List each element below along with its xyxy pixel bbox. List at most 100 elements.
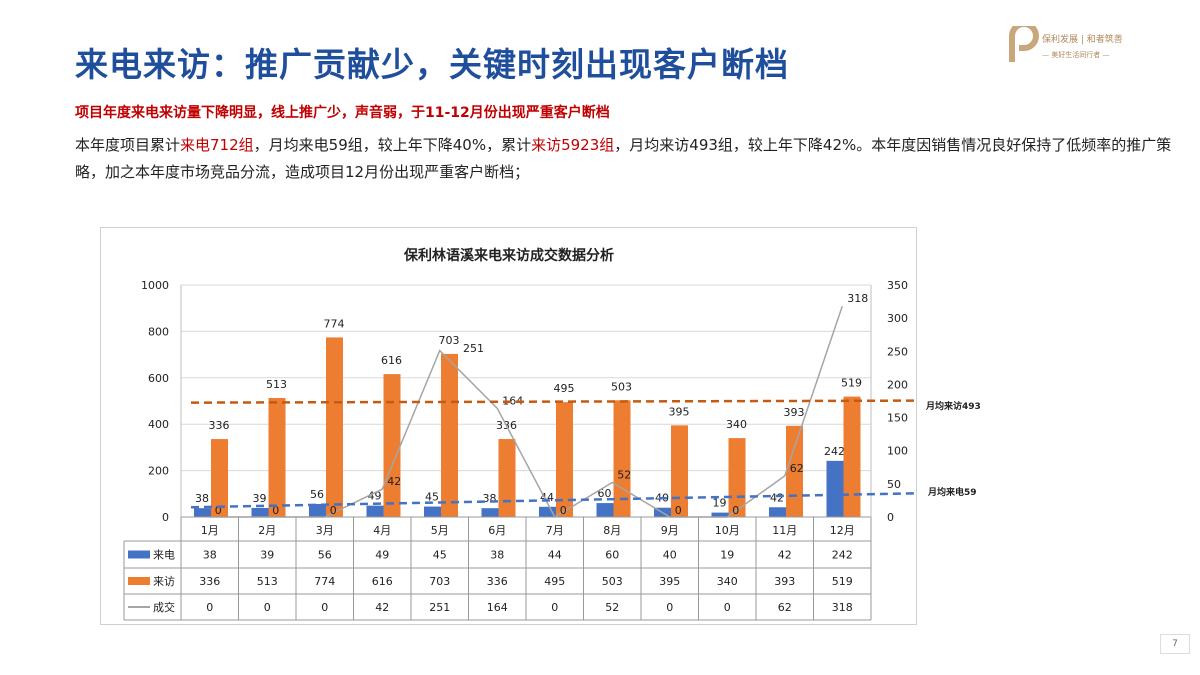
y-right-tick: 300	[887, 312, 908, 325]
calls-label: 45	[425, 491, 439, 504]
table-cell: 62	[778, 601, 792, 614]
visits-bar	[498, 439, 516, 517]
y-right-tick: 50	[887, 478, 901, 491]
table-cell: 513	[257, 575, 278, 588]
avg-visits-line	[190, 399, 917, 404]
calls-bar	[539, 506, 556, 517]
chart-container: 保利林语溪来电来访成交数据分析 0 200 400 600 800 1000 0 50 100 15…	[100, 227, 917, 625]
table-cell: 519	[832, 575, 853, 588]
calls-label: 42	[770, 491, 784, 504]
visits-label: 503	[611, 380, 632, 393]
month-label: 2月	[258, 524, 276, 537]
deals-label: 0	[215, 504, 222, 517]
deals-line	[209, 305, 843, 519]
deals-label: 0	[560, 504, 567, 517]
legend-label: 来访	[153, 575, 175, 588]
deals-label: 0	[732, 504, 739, 517]
visits-bar	[613, 400, 631, 517]
month-label: 9月	[661, 524, 679, 537]
summary-text: 本年度项目累计来电712组，月均来电59组，较上年下降40%，累计来访5923组…	[75, 132, 1175, 186]
table-cell: 0	[206, 601, 213, 614]
table-cell: 56	[318, 549, 332, 562]
calls-label: 38	[195, 492, 209, 505]
table-cell: 38	[203, 549, 217, 562]
table-cell: 0	[666, 601, 673, 614]
visits-bar	[671, 425, 688, 517]
table-cell: 40	[663, 549, 677, 562]
visits-label: 774	[324, 317, 345, 330]
svg-text:— 美好生活同行者 —: — 美好生活同行者 —	[1042, 50, 1109, 59]
table-cell: 42	[778, 549, 792, 562]
table-cell: 60	[605, 549, 619, 562]
calls-bar	[309, 504, 326, 517]
avg-calls-label: 月均来电59	[928, 488, 977, 498]
visits-label: 336	[209, 419, 230, 432]
calls-label: 242	[824, 445, 845, 458]
month-label: 10月	[715, 524, 740, 537]
table-cell: 242	[832, 549, 853, 562]
visits-label: 703	[439, 334, 460, 347]
deals-label: 164	[502, 394, 523, 407]
table-cell: 336	[199, 575, 220, 588]
table-cell: 45	[433, 549, 447, 562]
y-right-tick: 250	[887, 345, 908, 358]
visits-bar	[383, 374, 401, 517]
deals-label: 42	[387, 475, 401, 488]
visits-label: 495	[554, 382, 575, 395]
y-left-tick: 600	[148, 372, 169, 385]
legend-key	[128, 577, 150, 585]
table-cell: 336	[487, 575, 508, 588]
visits-bar	[786, 425, 803, 517]
calls-bar	[769, 507, 786, 517]
table-cell: 42	[375, 601, 389, 614]
visits-label: 393	[784, 406, 805, 419]
highlight-visits: 来访5923组	[531, 136, 615, 154]
visits-label: 519	[841, 377, 862, 390]
text: ，月均来电59组，较上年下降40%，累计	[253, 136, 532, 154]
y-left-tick: 0	[162, 511, 169, 524]
y-left-tick: 1000	[141, 279, 169, 292]
deals-label: 251	[463, 342, 484, 355]
deals-label: 318	[847, 292, 868, 305]
table-cell: 616	[372, 575, 393, 588]
table-cell: 503	[602, 575, 623, 588]
table-cell: 0	[724, 601, 731, 614]
y-left-tick: 800	[148, 325, 169, 338]
y-right-tick: 350	[887, 279, 908, 292]
month-label: 11月	[772, 524, 797, 537]
slide-title: 来电来访：推广贡献少，关键时刻出现客户断档	[75, 45, 789, 84]
table-cell: 44	[548, 549, 562, 562]
avg-visits-label: 月均来访493	[926, 402, 981, 412]
month-label: 5月	[431, 524, 449, 537]
month-label: 8月	[603, 524, 621, 537]
deals-label: 0	[675, 504, 682, 517]
calls-bar	[596, 503, 614, 517]
month-label: 3月	[316, 524, 334, 537]
avg-calls-line	[190, 492, 917, 509]
visits-bar	[268, 397, 286, 517]
calls-label: 19	[713, 497, 727, 510]
calls-bar	[194, 508, 211, 517]
deals-label: 0	[272, 504, 279, 517]
visits-bar	[843, 396, 861, 517]
table-cell: 251	[429, 601, 450, 614]
calls-label: 49	[368, 490, 382, 503]
text: 本年度项目累计	[75, 136, 181, 154]
table-cell: 49	[375, 549, 389, 562]
svg-text:保利发展 | 和者筑善: 保利发展 | 和者筑善	[1042, 33, 1123, 45]
visits-label: 513	[266, 378, 287, 391]
table-cell: 393	[774, 575, 795, 588]
y-left-tick: 200	[148, 465, 169, 478]
deals-label: 62	[790, 462, 804, 475]
visits-bar	[556, 402, 573, 517]
table-cell: 703	[429, 575, 450, 588]
table-cell: 495	[544, 575, 565, 588]
calls-bar	[826, 460, 844, 517]
y-right-tick: 200	[887, 378, 908, 391]
calls-bar	[251, 507, 269, 517]
table-cell: 318	[832, 601, 853, 614]
month-label: 7月	[546, 524, 564, 537]
visits-bar	[441, 353, 458, 517]
month-label: 4月	[373, 524, 391, 537]
